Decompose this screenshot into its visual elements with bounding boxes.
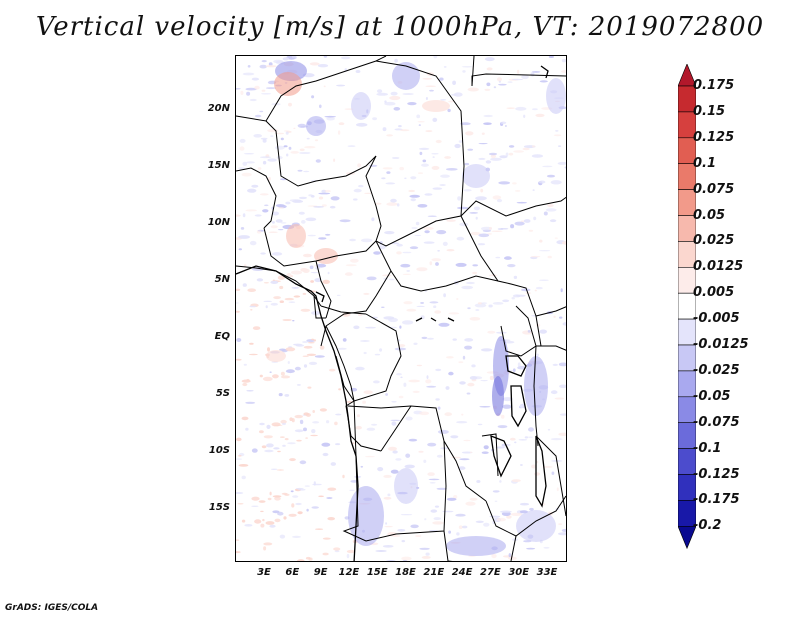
coastline-and-lakes (236, 65, 549, 561)
lon-label: 33E (536, 567, 558, 578)
velocity-patch (306, 116, 326, 136)
colorbar (678, 64, 696, 550)
velocity-patch (274, 72, 302, 96)
colorbar-label: -0.075 (693, 414, 740, 430)
colorbar-label: -0.005 (693, 311, 740, 327)
colorbar-label: -0.125 (693, 466, 740, 482)
lon-label: 12E (338, 567, 360, 578)
lat-label: 20N (207, 103, 230, 114)
colorbar-label: 0.175 (693, 78, 735, 93)
lat-label: 15N (207, 160, 230, 171)
velocity-patch (348, 486, 384, 546)
velocity-patch (446, 536, 506, 556)
colorbar-label: 0.075 (693, 181, 735, 197)
colorbar-label: 0.1 (693, 155, 717, 171)
map-title: Vertical velocity [m/s] at 1000hPa, VT: … (35, 12, 765, 42)
colorbar-label: -0.2 (693, 518, 722, 534)
velocity-patch (524, 356, 548, 416)
velocity-patches (266, 61, 566, 556)
colorbar-label: -0.1 (693, 440, 722, 456)
velocity-patch (492, 376, 504, 416)
colorbar-label: 0.05 (693, 207, 726, 223)
velocity-patch (286, 224, 306, 248)
lon-label: 3E (257, 567, 271, 578)
colorbar-cap-bottom (678, 526, 696, 550)
lat-label: 5N (214, 274, 230, 285)
lon-label: 18E (395, 567, 416, 578)
credit-text: GrADS: IGES/COLA (5, 603, 99, 613)
colorbar-label: 0.125 (693, 129, 735, 145)
lat-label: 10N (207, 217, 230, 228)
lat-label: 10S (208, 445, 230, 456)
colorbar-label: -0.05 (693, 388, 731, 404)
velocity-patch (546, 78, 566, 114)
colorbar-label: -0.0125 (693, 337, 749, 352)
colorbar-label: 0.025 (693, 233, 735, 249)
velocity-patch (516, 510, 556, 542)
lon-label: 6E (285, 567, 300, 578)
velocity-patch (462, 164, 490, 188)
velocity-patch (394, 468, 418, 504)
velocity-patch (422, 100, 450, 112)
colorbar-label: 0.0125 (693, 259, 744, 275)
lon-label: 30E (508, 567, 530, 578)
colorbar-label: 0.15 (693, 103, 726, 119)
map-panel (235, 55, 567, 562)
lat-label: EQ (214, 331, 230, 342)
lat-label: 5S (215, 388, 230, 399)
velocity-patch (266, 350, 286, 362)
lon-label: 9E (313, 567, 328, 578)
velocity-patch (392, 62, 420, 90)
colorbar-label: -0.175 (693, 492, 740, 508)
lon-label: 15E (366, 567, 388, 578)
lat-label: 15S (208, 502, 230, 513)
map-canvas (236, 56, 566, 561)
lon-label: 21E (423, 567, 445, 578)
colorbar-label: 0.005 (693, 285, 735, 301)
lon-label: 24E (451, 567, 473, 578)
velocity-patch (351, 92, 371, 120)
colorbar-label: -0.025 (693, 362, 740, 378)
lon-label: 27E (480, 567, 501, 578)
